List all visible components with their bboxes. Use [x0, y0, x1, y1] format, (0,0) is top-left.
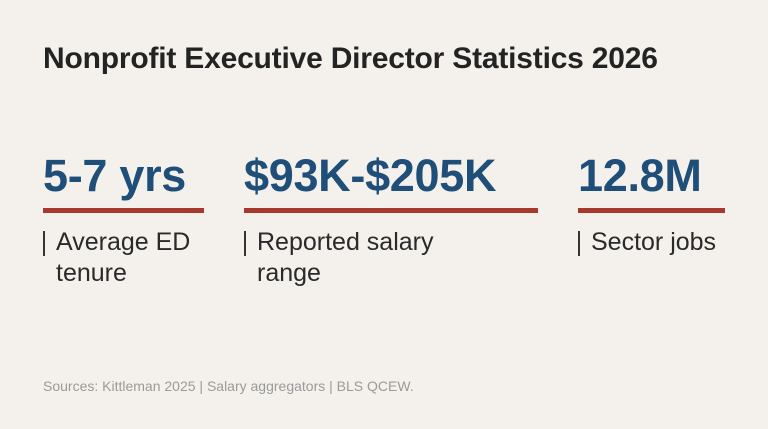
stat-value: $93K-$205K [244, 150, 497, 201]
stat-label: Sector jobs [591, 228, 717, 256]
stat-value: 12.8M [578, 150, 702, 201]
stat-card-tenure: 5-7 yrs Average ED tenure [43, 150, 204, 287]
stat-underline [43, 208, 204, 213]
stat-label: Average ED tenure [56, 228, 191, 287]
stat-label-container: Sector jobs [578, 227, 748, 258]
stat-card-jobs: 12.8M Sector jobs [578, 150, 725, 256]
stat-value: 5-7 yrs [43, 150, 187, 201]
stat-card-salary: $93K-$205K Reported salary range [244, 150, 538, 287]
sources-note: Sources: Kittleman 2025 | Salary aggrega… [43, 378, 414, 394]
label-divider [244, 231, 246, 256]
stat-underline [578, 208, 725, 213]
label-divider [578, 231, 580, 256]
stat-label-container: Average ED tenure [43, 227, 213, 289]
page-title: Nonprofit Executive Director Statistics … [43, 42, 658, 75]
stat-label-container: Reported salary range [244, 227, 474, 289]
label-divider [43, 231, 45, 256]
stat-label: Reported salary range [257, 228, 434, 287]
stat-underline [244, 208, 538, 213]
